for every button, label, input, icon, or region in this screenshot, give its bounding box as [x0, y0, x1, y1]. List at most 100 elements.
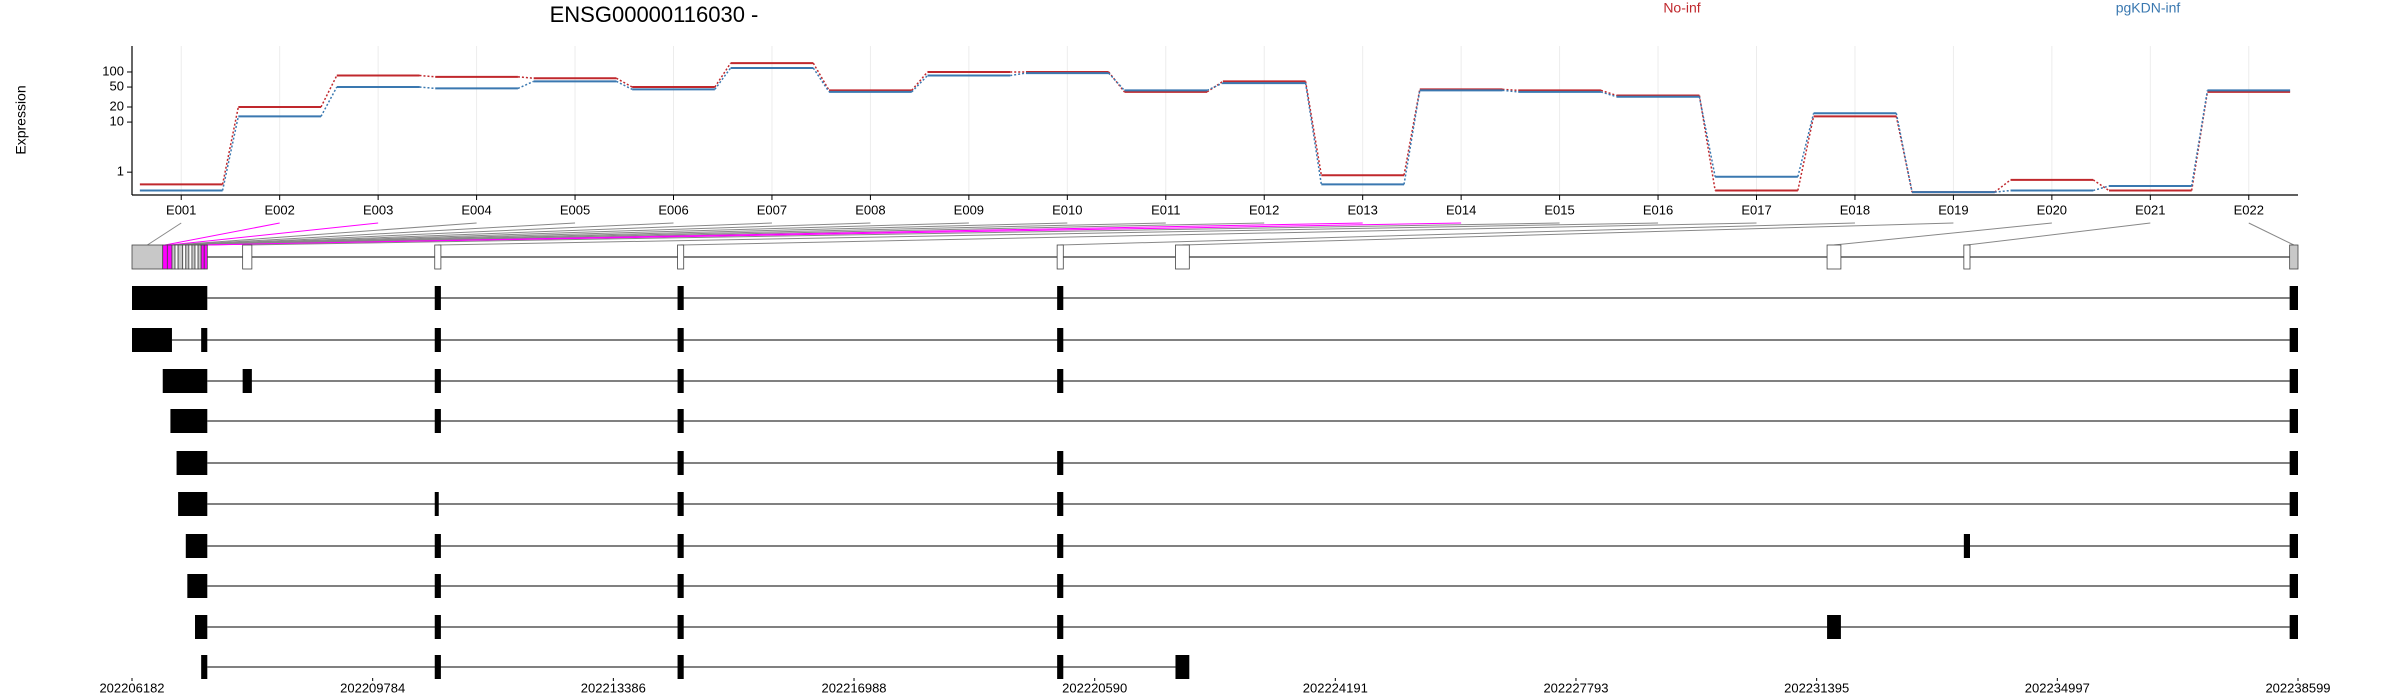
transcript-exon — [677, 409, 684, 433]
connector — [517, 76, 534, 79]
exon-link — [680, 222, 1757, 246]
transcript-exon — [434, 655, 441, 679]
exon-link — [2248, 222, 2295, 246]
transcript-exon — [434, 409, 441, 433]
connector — [2092, 179, 2110, 192]
x-tick-label: E017 — [1741, 202, 1771, 217]
connector — [1304, 82, 1323, 185]
transcript-exon — [434, 286, 441, 310]
transcript-exon — [2289, 286, 2298, 310]
transcript-exon — [201, 655, 208, 679]
genomic-tick-label: 202227793 — [1543, 680, 1608, 695]
connector — [1895, 116, 1913, 193]
connector — [714, 62, 732, 88]
transcript-exon — [1057, 451, 1064, 475]
transcript-exon — [1057, 655, 1064, 679]
genomic-tick-label: 202220590 — [1062, 680, 1127, 695]
transcript-exon — [434, 492, 439, 516]
transcript-exon — [170, 409, 208, 433]
x-tick-label: E009 — [954, 202, 984, 217]
connector — [1895, 113, 1913, 193]
exon-link — [164, 222, 280, 246]
connector — [1797, 116, 1815, 191]
y-tick-label: 100 — [102, 63, 124, 78]
x-tick-label: E004 — [461, 202, 491, 217]
x-tick-label: E003 — [363, 202, 393, 217]
transcript-exon — [1057, 369, 1064, 393]
connector — [714, 67, 732, 90]
connector — [1010, 72, 1027, 77]
transcript-exon — [434, 574, 441, 598]
x-tick-label: E021 — [2135, 202, 2165, 217]
exon — [182, 244, 187, 270]
transcript-exon — [1057, 328, 1064, 352]
exon — [2289, 244, 2299, 270]
transcript-exon — [434, 615, 441, 639]
transcript-exon — [132, 328, 172, 352]
transcript-exon — [2289, 615, 2298, 639]
connector — [1600, 89, 1617, 97]
transcript-exon — [178, 492, 208, 516]
exon-link — [187, 222, 871, 246]
connector — [911, 74, 929, 93]
transcript-exon — [677, 369, 684, 393]
connector — [1698, 95, 1716, 191]
exon-link — [437, 222, 1659, 246]
x-tick-label: E018 — [1840, 202, 1870, 217]
connector — [221, 116, 240, 191]
connector — [517, 80, 535, 90]
transcript-exon — [434, 369, 441, 393]
connector — [1403, 89, 1421, 176]
x-tick-label: E020 — [2037, 202, 2067, 217]
exon — [200, 244, 205, 270]
x-tick-label: E005 — [560, 202, 590, 217]
transcript-exon — [1057, 534, 1064, 558]
transcript-exon — [677, 328, 684, 352]
connector — [1206, 82, 1224, 92]
connector — [1502, 89, 1519, 93]
chart-title: ENSG00000116030 - — [550, 2, 759, 27]
transcript-exon — [2289, 574, 2298, 598]
transcript-exon — [187, 574, 208, 598]
genomic-tick-label: 202213386 — [581, 680, 646, 695]
exon-link — [173, 222, 477, 246]
transcript-exon — [677, 574, 684, 598]
exon-link — [205, 222, 1462, 246]
transcript-exon — [1827, 615, 1841, 639]
transcript-exon — [677, 615, 684, 639]
transcript-exon — [195, 615, 208, 639]
connector — [1403, 90, 1421, 185]
connector — [419, 86, 436, 90]
connector — [1994, 179, 2011, 193]
x-tick-label: E001 — [166, 202, 196, 217]
transcript-exon — [434, 534, 441, 558]
transcript-exon — [677, 492, 684, 516]
connector — [616, 80, 633, 91]
connector — [1797, 113, 1815, 177]
transcript-exon — [1057, 286, 1064, 310]
exon-link — [184, 222, 772, 246]
connector — [320, 86, 338, 117]
connector — [320, 75, 338, 108]
connector — [812, 67, 830, 93]
exon-link — [247, 222, 1560, 246]
exon — [677, 244, 685, 270]
x-tick-label: E011 — [1151, 202, 1180, 217]
genomic-tick-label: 202234997 — [2025, 680, 2090, 695]
transcript-exon — [2289, 534, 2298, 558]
exon — [191, 244, 196, 270]
connector — [616, 77, 633, 88]
transcript-exon — [677, 286, 684, 310]
transcript-exon — [2289, 492, 2298, 516]
transcript-exon — [677, 534, 684, 558]
exon-link — [1182, 222, 1954, 246]
exon-link — [1833, 222, 2052, 246]
transcript-exon — [201, 328, 208, 352]
transcript-exon — [2289, 451, 2298, 475]
transcript-exon — [2289, 328, 2298, 352]
genomic-tick-label: 202238599 — [2265, 680, 2330, 695]
y-axis-label: Expression — [13, 85, 29, 154]
exon — [131, 244, 164, 270]
exon — [185, 244, 190, 270]
exon-link — [180, 222, 674, 246]
